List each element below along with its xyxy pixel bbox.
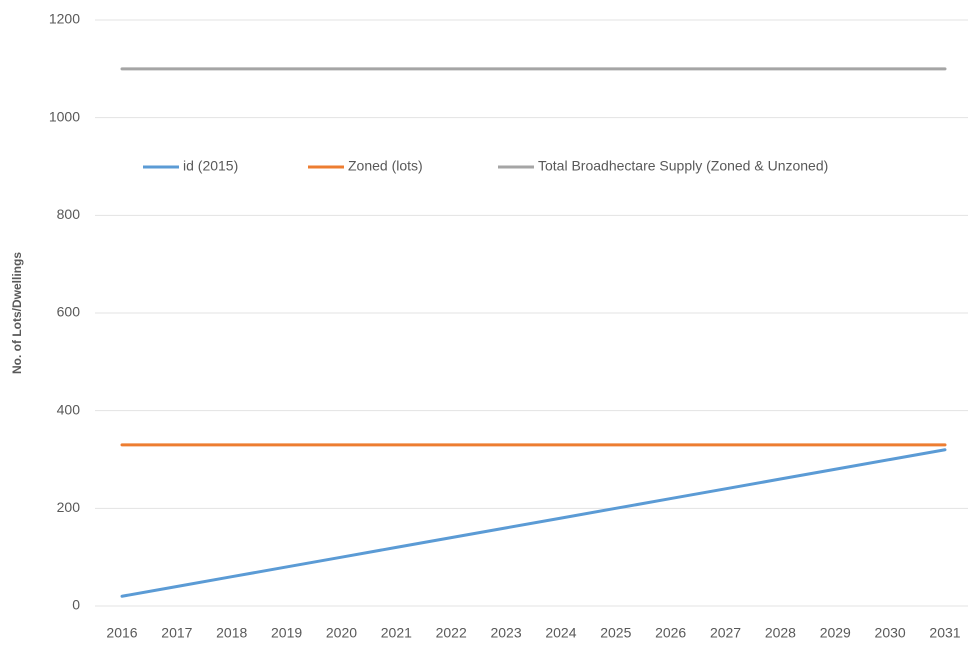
x-tick-label: 2017 <box>161 625 192 641</box>
y-tick-label: 200 <box>57 499 81 515</box>
y-tick-label: 1000 <box>49 108 80 124</box>
x-tick-label: 2026 <box>655 625 686 641</box>
x-tick-label: 2024 <box>545 625 576 641</box>
x-tick-label: 2025 <box>600 625 631 641</box>
y-tick-label: 800 <box>57 206 81 222</box>
x-tick-label: 2019 <box>271 625 302 641</box>
x-tick-label: 2030 <box>875 625 906 641</box>
x-tick-label: 2016 <box>106 625 137 641</box>
x-tick-label: 2027 <box>710 625 741 641</box>
legend-label: Zoned (lots) <box>348 158 423 174</box>
y-tick-label: 400 <box>57 401 81 417</box>
y-axis-label: No. of Lots/Dwellings <box>10 252 24 374</box>
x-tick-label: 2020 <box>326 625 357 641</box>
x-tick-label: 2029 <box>820 625 851 641</box>
y-tick-label: 1200 <box>49 11 80 27</box>
legend-label: id (2015) <box>183 158 238 174</box>
x-tick-label: 2028 <box>765 625 796 641</box>
x-tick-label: 2022 <box>436 625 467 641</box>
y-tick-label: 600 <box>57 304 81 320</box>
y-tick-label: 0 <box>72 597 80 613</box>
legend-label: Total Broadhectare Supply (Zoned & Unzon… <box>538 158 828 174</box>
series-line <box>120 448 947 598</box>
x-tick-label: 2021 <box>381 625 412 641</box>
x-tick-label: 2031 <box>929 625 960 641</box>
x-tick-label: 2023 <box>490 625 521 641</box>
x-tick-label: 2018 <box>216 625 247 641</box>
